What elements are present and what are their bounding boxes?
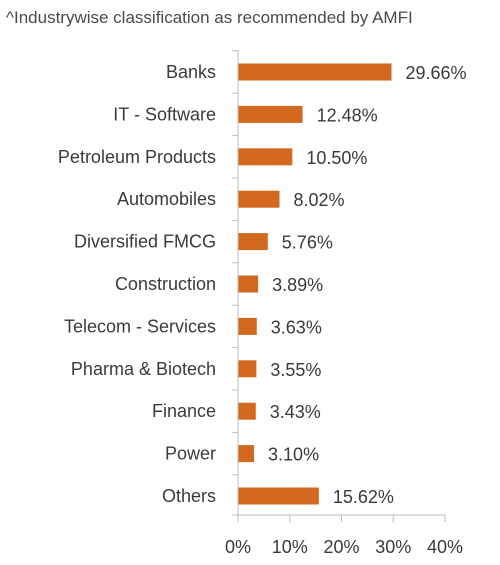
category-label: Automobiles [117,189,216,209]
bar [238,233,268,251]
data-label: 29.66% [405,63,466,83]
bar [238,445,255,463]
data-label: 3.43% [270,402,321,422]
data-label: 12.48% [317,105,378,125]
chart-subtitle: ^Industrywise classification as recommen… [6,8,413,27]
x-tick-label: 40% [427,537,463,557]
category-label: Pharma & Biotech [71,359,216,379]
data-label: 3.89% [272,275,323,295]
data-label: 8.02% [294,190,345,210]
bar [238,275,259,293]
x-tick-label: 20% [323,537,359,557]
bar [238,105,303,123]
bar [238,63,392,81]
bar [238,402,256,420]
bar [238,487,319,505]
bar [238,317,257,335]
category-label: Telecom - Services [64,316,216,336]
category-label: Finance [152,401,216,421]
category-label: Power [165,444,216,464]
category-label: Construction [115,274,216,294]
x-tick-label: 0% [225,537,251,557]
bar [238,190,280,208]
category-label: Others [162,486,216,506]
x-tick-label: 30% [375,537,411,557]
bar [238,148,293,166]
category-label: Diversified FMCG [74,232,216,252]
category-label: Banks [166,62,216,82]
data-label: 3.55% [270,360,321,380]
category-label: IT - Software [113,104,216,124]
data-label: 5.76% [282,233,333,253]
data-label: 15.62% [333,487,394,507]
data-label: 3.10% [268,445,319,465]
category-label: Petroleum Products [58,147,216,167]
data-label: 10.50% [306,148,367,168]
data-label: 3.63% [271,317,322,337]
x-tick-label: 10% [272,537,308,557]
bar [238,360,257,378]
